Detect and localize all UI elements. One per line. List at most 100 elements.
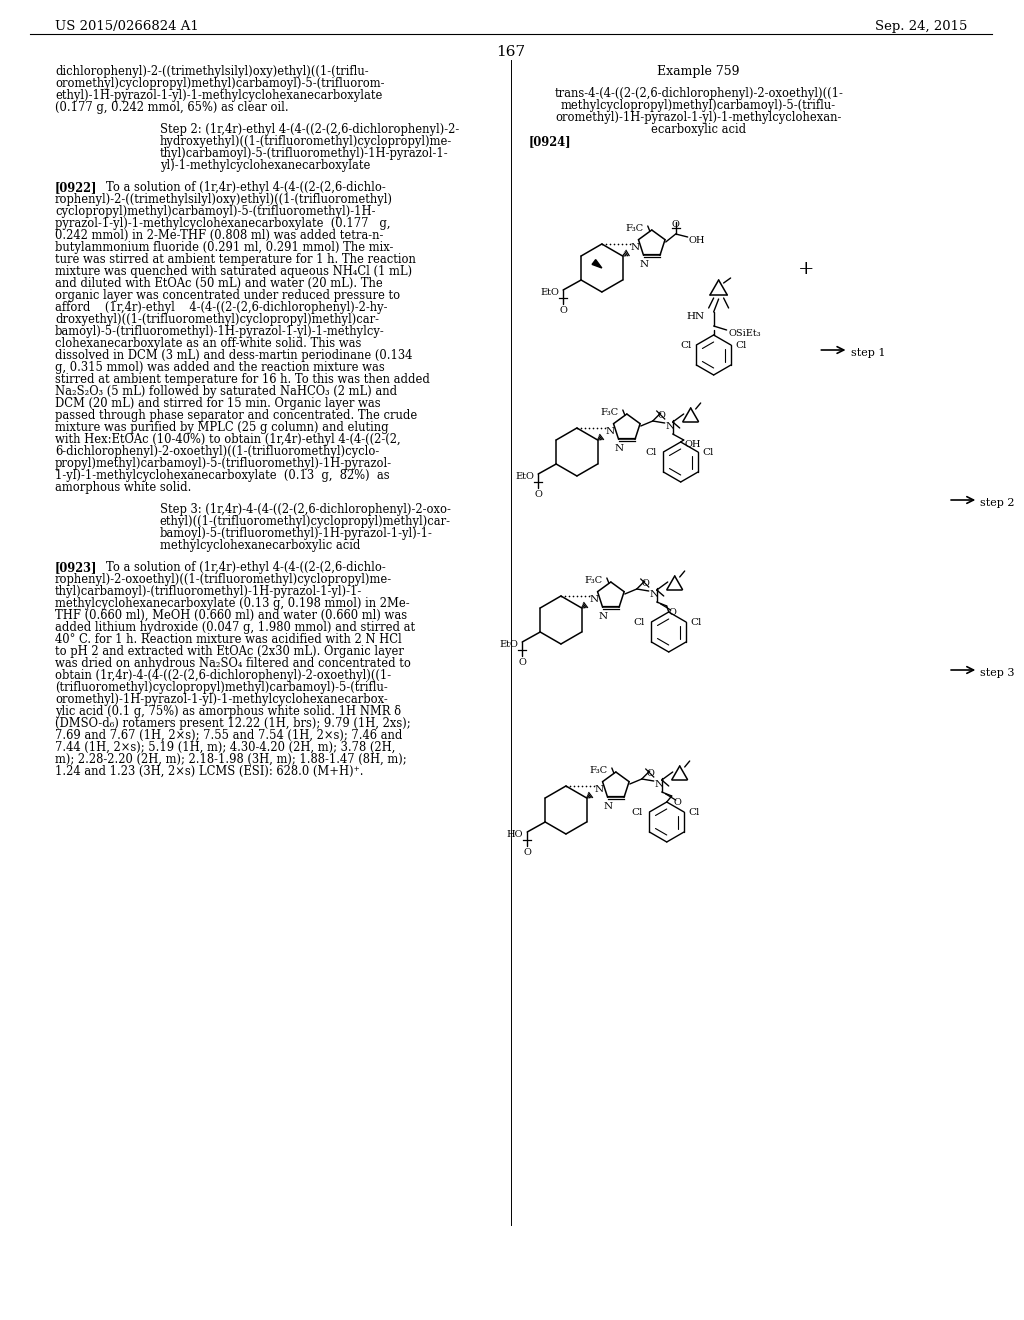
Text: Cl: Cl (634, 618, 645, 627)
Text: 7.69 and 7.67 (1H, 2×s); 7.55 and 7.54 (1H, 2×s); 7.46 and: 7.69 and 7.67 (1H, 2×s); 7.55 and 7.54 (… (55, 729, 402, 742)
Text: yl)-1-methylcyclohexanecarboxylate: yl)-1-methylcyclohexanecarboxylate (160, 158, 370, 172)
Text: DCM (20 mL) and stirred for 15 min. Organic layer was: DCM (20 mL) and stirred for 15 min. Orga… (55, 397, 381, 411)
Text: step 2: step 2 (980, 498, 1015, 508)
Text: was dried on anhydrous Na₂SO₄ filtered and concentrated to: was dried on anhydrous Na₂SO₄ filtered a… (55, 657, 411, 671)
Text: EtO: EtO (541, 288, 559, 297)
Text: oromethyl)cyclopropyl)methyl)carbamoyl)-5-(trifluorom-: oromethyl)cyclopropyl)methyl)carbamoyl)-… (55, 77, 384, 90)
Text: oromethyl)-1H-pyrazol-1-yl)-1-methylcyclohexanecarbox-: oromethyl)-1H-pyrazol-1-yl)-1-methylcycl… (55, 693, 388, 706)
Text: methylcyclohexanecarboxylate (0.13 g, 0.198 mmol) in 2Me-: methylcyclohexanecarboxylate (0.13 g, 0.… (55, 597, 410, 610)
Text: dissolved in DCM (3 mL) and dess-martin periodinane (0.134: dissolved in DCM (3 mL) and dess-martin … (55, 348, 413, 362)
Text: propyl)methyl)carbamoyl)-5-(trifluoromethyl)-1H-pyrazol-: propyl)methyl)carbamoyl)-5-(trifluoromet… (55, 457, 392, 470)
Polygon shape (592, 260, 602, 268)
Text: oromethyl)-1H-pyrazol-1-yl)-1-methylcyclohexan-: oromethyl)-1H-pyrazol-1-yl)-1-methylcycl… (555, 111, 842, 124)
Text: N: N (640, 260, 649, 269)
Text: m); 2.28-2.20 (2H, m); 2.18-1.98 (3H, m); 1.88-1.47 (8H, m);: m); 2.28-2.20 (2H, m); 2.18-1.98 (3H, m)… (55, 752, 407, 766)
Text: +: + (799, 260, 815, 279)
Text: 1.24 and 1.23 (3H, 2×s) LCMS (ESI): 628.0 (M+H)⁺.: 1.24 and 1.23 (3H, 2×s) LCMS (ESI): 628.… (55, 766, 364, 777)
Text: trans-4-(4-((2-(2,6-dichlorophenyl)-2-oxoethyl)((1-: trans-4-(4-((2-(2,6-dichlorophenyl)-2-ox… (554, 87, 843, 100)
Text: O: O (647, 770, 654, 777)
Text: O: O (672, 220, 680, 228)
Text: with Hex:EtOAc (10-40%) to obtain (1r,4r)-ethyl 4-(4-((2-(2,: with Hex:EtOAc (10-40%) to obtain (1r,4r… (55, 433, 400, 446)
Text: N: N (595, 785, 604, 795)
Text: O: O (657, 411, 666, 420)
Text: methylcyclopropyl)methyl)carbamoyl)-5-(triflu-: methylcyclopropyl)methyl)carbamoyl)-5-(t… (561, 99, 837, 112)
Text: N: N (614, 444, 624, 453)
Text: OH: OH (689, 236, 706, 246)
Text: and diluted with EtOAc (50 mL) and water (20 mL). The: and diluted with EtOAc (50 mL) and water… (55, 277, 383, 290)
Text: Cl: Cl (735, 341, 746, 350)
Text: obtain (1r,4r)-4-(4-((2-(2,6-dichlorophenyl)-2-oxoethyl)((1-: obtain (1r,4r)-4-(4-((2-(2,6-dichlorophe… (55, 669, 391, 682)
Text: N: N (604, 803, 613, 810)
Text: thyl)carbamoyl)-(trifluoromethyl)-1H-pyrazol-1-yl)-1-: thyl)carbamoyl)-(trifluoromethyl)-1H-pyr… (55, 585, 362, 598)
Text: g, 0.315 mmol) was added and the reaction mixture was: g, 0.315 mmol) was added and the reactio… (55, 360, 385, 374)
Text: To a solution of (1r,4r)-ethyl 4-(4-((2-(2,6-dichlo-: To a solution of (1r,4r)-ethyl 4-(4-((2-… (105, 181, 386, 194)
Text: F₃C: F₃C (626, 224, 644, 234)
Text: ethyl)-1H-pyrazol-1-yl)-1-methylcyclohexanecarboxylate: ethyl)-1H-pyrazol-1-yl)-1-methylcyclohex… (55, 88, 382, 102)
Text: 40° C. for 1 h. Reaction mixture was acidified with 2 N HCl: 40° C. for 1 h. Reaction mixture was aci… (55, 634, 401, 645)
Text: N: N (650, 590, 658, 599)
Text: N: N (654, 780, 664, 789)
Text: F₃C: F₃C (585, 576, 603, 585)
Text: N: N (606, 426, 615, 436)
Text: Step 2: (1r,4r)-ethyl 4-(4-((2-(2,6-dichlorophenyl)-2-: Step 2: (1r,4r)-ethyl 4-(4-((2-(2,6-dich… (160, 123, 459, 136)
Text: OSiEt₃: OSiEt₃ (729, 329, 761, 338)
Text: HN: HN (686, 312, 705, 321)
Text: F₃C: F₃C (601, 408, 618, 417)
Text: US 2015/0266824 A1: US 2015/0266824 A1 (55, 20, 199, 33)
Text: ethyl)((1-(trifluoromethyl)cyclopropyl)methyl)car-: ethyl)((1-(trifluoromethyl)cyclopropyl)m… (160, 515, 451, 528)
Text: N: N (666, 422, 675, 432)
Text: EtO: EtO (515, 473, 535, 480)
Text: O: O (669, 609, 677, 616)
Text: F₃C: F₃C (590, 766, 608, 775)
Text: O: O (642, 579, 649, 587)
Text: Na₂S₂O₃ (5 mL) followed by saturated NaHCO₃ (2 mL) and: Na₂S₂O₃ (5 mL) followed by saturated NaH… (55, 385, 397, 399)
Text: N: N (631, 243, 640, 252)
Text: bamoyl)-5-(trifluoromethyl)-1H-pyrazol-1-yl)-1-methylcy-: bamoyl)-5-(trifluoromethyl)-1H-pyrazol-1… (55, 325, 385, 338)
Text: rophenyl)-2-oxoethyl)((1-(trifluoromethyl)cyclopropyl)me-: rophenyl)-2-oxoethyl)((1-(trifluoromethy… (55, 573, 392, 586)
Text: mixture was purified by MPLC (25 g column) and eluting: mixture was purified by MPLC (25 g colum… (55, 421, 388, 434)
Text: Example 759: Example 759 (657, 65, 740, 78)
Text: droxyethyl)((1-(trifluoromethyl)cyclopropyl)methyl)car-: droxyethyl)((1-(trifluoromethyl)cyclopro… (55, 313, 379, 326)
Text: (trifluoromethyl)cyclopropyl)methyl)carbamoyl)-5-(triflu-: (trifluoromethyl)cyclopropyl)methyl)carb… (55, 681, 388, 694)
Text: (DMSO-d₆) rotamers present 12.22 (1H, brs); 9.79 (1H, 2xs);: (DMSO-d₆) rotamers present 12.22 (1H, br… (55, 717, 411, 730)
Text: to pH 2 and extracted with EtOAc (2x30 mL). Organic layer: to pH 2 and extracted with EtOAc (2x30 m… (55, 645, 403, 657)
Text: 167: 167 (497, 45, 525, 59)
Text: amorphous white solid.: amorphous white solid. (55, 480, 191, 494)
Text: Cl: Cl (645, 447, 656, 457)
Text: Cl: Cl (702, 447, 714, 457)
Text: bamoyl)-5-(trifluoromethyl)-1H-pyrazol-1-yl)-1-: bamoyl)-5-(trifluoromethyl)-1H-pyrazol-1… (160, 527, 432, 540)
Text: ylic acid (0.1 g, 75%) as amorphous white solid. 1H NMR δ: ylic acid (0.1 g, 75%) as amorphous whit… (55, 705, 401, 718)
Text: added lithium hydroxide (0.047 g, 1.980 mmol) and stirred at: added lithium hydroxide (0.047 g, 1.980 … (55, 620, 415, 634)
Text: hydroxyethyl)((1-(trifluoromethyl)cyclopropyl)me-: hydroxyethyl)((1-(trifluoromethyl)cyclop… (160, 135, 452, 148)
Text: afford    (1r,4r)-ethyl    4-(4-((2-(2,6-dichlorophenyl)-2-hy-: afford (1r,4r)-ethyl 4-(4-((2-(2,6-dichl… (55, 301, 387, 314)
Text: THF (0.660 ml), MeOH (0.660 ml) and water (0.660 ml) was: THF (0.660 ml), MeOH (0.660 ml) and wate… (55, 609, 407, 622)
Text: [0922]: [0922] (55, 181, 97, 194)
Text: ecarboxylic acid: ecarboxylic acid (651, 123, 746, 136)
Text: pyrazol-1-yl)-1-methylcyclohexanecarboxylate  (0.177   g,: pyrazol-1-yl)-1-methylcyclohexanecarboxy… (55, 216, 390, 230)
Text: Cl: Cl (680, 341, 691, 350)
Text: Cl: Cl (689, 808, 700, 817)
Text: step 3: step 3 (980, 668, 1015, 678)
Text: EtO: EtO (500, 640, 518, 649)
Text: Step 3: (1r,4r)-4-(4-((2-(2,6-dichlorophenyl)-2-oxo-: Step 3: (1r,4r)-4-(4-((2-(2,6-dichloroph… (160, 503, 451, 516)
Text: O: O (559, 306, 567, 315)
Text: O: O (523, 847, 531, 857)
Text: Cl: Cl (632, 808, 643, 817)
Text: [0924]: [0924] (529, 135, 571, 148)
Text: HO: HO (507, 830, 523, 840)
Text: stirred at ambient temperature for 16 h. To this was then added: stirred at ambient temperature for 16 h.… (55, 374, 430, 385)
Text: Sep. 24, 2015: Sep. 24, 2015 (874, 20, 967, 33)
Text: thyl)carbamoyl)-5-(trifluoromethyl)-1H-pyrazol-1-: thyl)carbamoyl)-5-(trifluoromethyl)-1H-p… (160, 147, 449, 160)
Text: N: N (599, 612, 608, 620)
Text: N: N (590, 595, 599, 605)
Text: O: O (518, 657, 526, 667)
Text: clohexanecarboxylate as an off-white solid. This was: clohexanecarboxylate as an off-white sol… (55, 337, 361, 350)
Text: dichlorophenyl)-2-((trimethylsilyl)oxy)ethyl)((1-(triflu-: dichlorophenyl)-2-((trimethylsilyl)oxy)e… (55, 65, 369, 78)
Text: 6-dichlorophenyl)-2-oxoethyl)((1-(trifluoromethyl)cyclo-: 6-dichlorophenyl)-2-oxoethyl)((1-(triflu… (55, 445, 379, 458)
Text: To a solution of (1r,4r)-ethyl 4-(4-((2-(2,6-dichlo-: To a solution of (1r,4r)-ethyl 4-(4-((2-… (105, 561, 386, 574)
Text: methylcyclohexanecarboxylic acid: methylcyclohexanecarboxylic acid (160, 539, 360, 552)
Text: Cl: Cl (690, 618, 702, 627)
Text: 1-yl)-1-methylcyclohexanecarboxylate  (0.13  g,  82%)  as: 1-yl)-1-methylcyclohexanecarboxylate (0.… (55, 469, 389, 482)
Text: 0.242 mmol) in 2-Me-THF (0.808 ml) was added tetra-n-: 0.242 mmol) in 2-Me-THF (0.808 ml) was a… (55, 228, 383, 242)
Text: organic layer was concentrated under reduced pressure to: organic layer was concentrated under red… (55, 289, 400, 302)
